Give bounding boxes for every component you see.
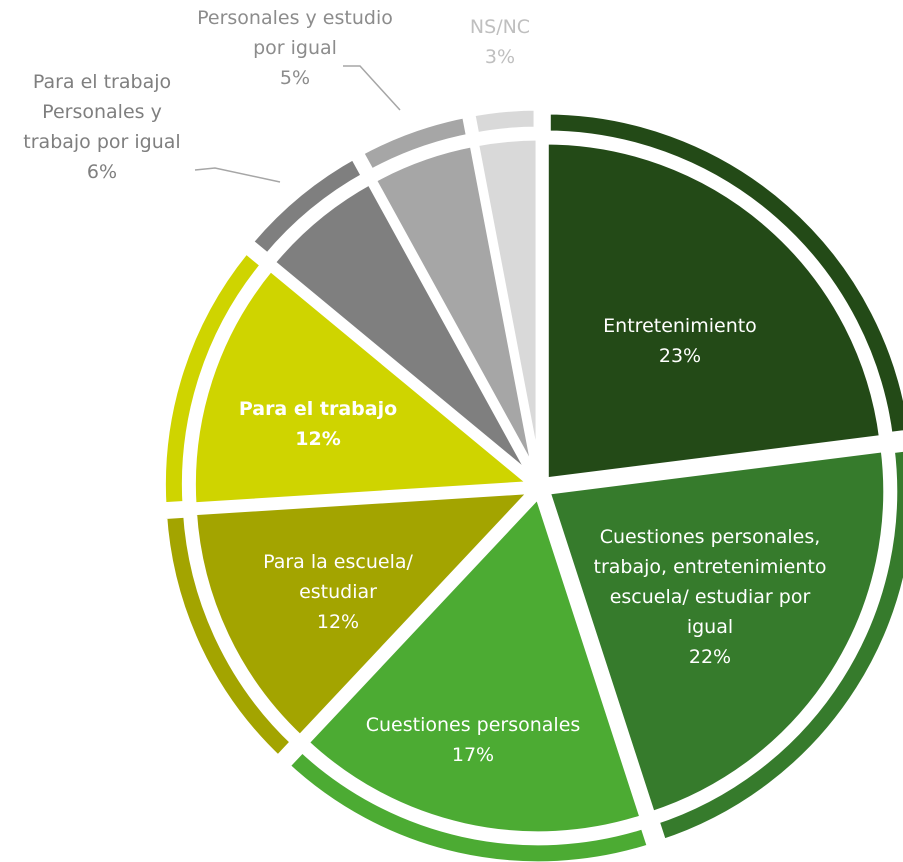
slice-name-line: NS/NC (470, 16, 530, 38)
pie-slice-wedge (541, 137, 887, 485)
pie-slice-4 (155, 486, 542, 770)
slice-name-line: igual (687, 616, 733, 638)
leader-line-6 (343, 65, 401, 111)
slice-label-6: Para el trabajo Personales y trabajo por i… (23, 71, 180, 183)
pie-slice-ring (539, 103, 903, 444)
slice-label-2: Cuestiones personales, trabajo, entreteni… (594, 526, 827, 668)
slice-label-5: Para el trabajo 12% (239, 398, 397, 450)
slice-label-8: NS/NC 3% (470, 16, 530, 68)
slice-value-label: 12% (317, 611, 359, 633)
pie-slice-ring (275, 738, 661, 862)
pie-slice-1 (539, 103, 903, 485)
slice-name-line: Para el trabajo (33, 71, 171, 93)
slice-name-line: Entretenimiento (603, 315, 757, 337)
slice-label-1: Entretenimiento 23% (603, 315, 757, 367)
pie-slice-ring (462, 99, 545, 145)
pie-slice-ring (155, 506, 305, 770)
slice-name-line: trabajo por igual (23, 131, 180, 153)
pie-slice-ring (646, 440, 903, 853)
slice-value-label: 17% (452, 744, 494, 766)
slice-name-line: trabajo, entretenimiento (594, 556, 827, 578)
slice-name-line: por igual (253, 37, 337, 59)
pie-slice-8 (462, 99, 545, 478)
slice-name-line: Cuestiones personales, (600, 526, 821, 548)
slice-value-label: 12% (295, 428, 340, 450)
slice-name-line: Cuestiones personales (366, 714, 581, 736)
slice-label-7: Personales y estudio por igual 5% (197, 7, 393, 89)
slice-name-line: escuela/ estudiar por (610, 586, 811, 608)
slice-value-label: 23% (659, 345, 701, 367)
slice-name-line: Para el trabajo (239, 398, 397, 420)
slice-name-line: Personales y estudio (197, 7, 393, 29)
slice-name-line: Personales y (42, 101, 162, 123)
slice-value-label: 3% (485, 46, 515, 68)
pie-slice-3 (275, 488, 661, 862)
leader-line-5 (194, 167, 281, 183)
slice-name-line: estudiar (299, 581, 377, 603)
slice-value-label: 6% (87, 161, 117, 183)
slice-label-3: Cuestiones personales 17% (366, 714, 581, 766)
slice-value-label: 5% (280, 67, 310, 89)
pie-slice-2 (542, 440, 903, 853)
slice-value-label: 22% (689, 646, 731, 668)
slice-name-line: Para la escuela/ (263, 551, 413, 573)
slice-label-4: Para la escuela/estudiar 12% (263, 551, 413, 633)
